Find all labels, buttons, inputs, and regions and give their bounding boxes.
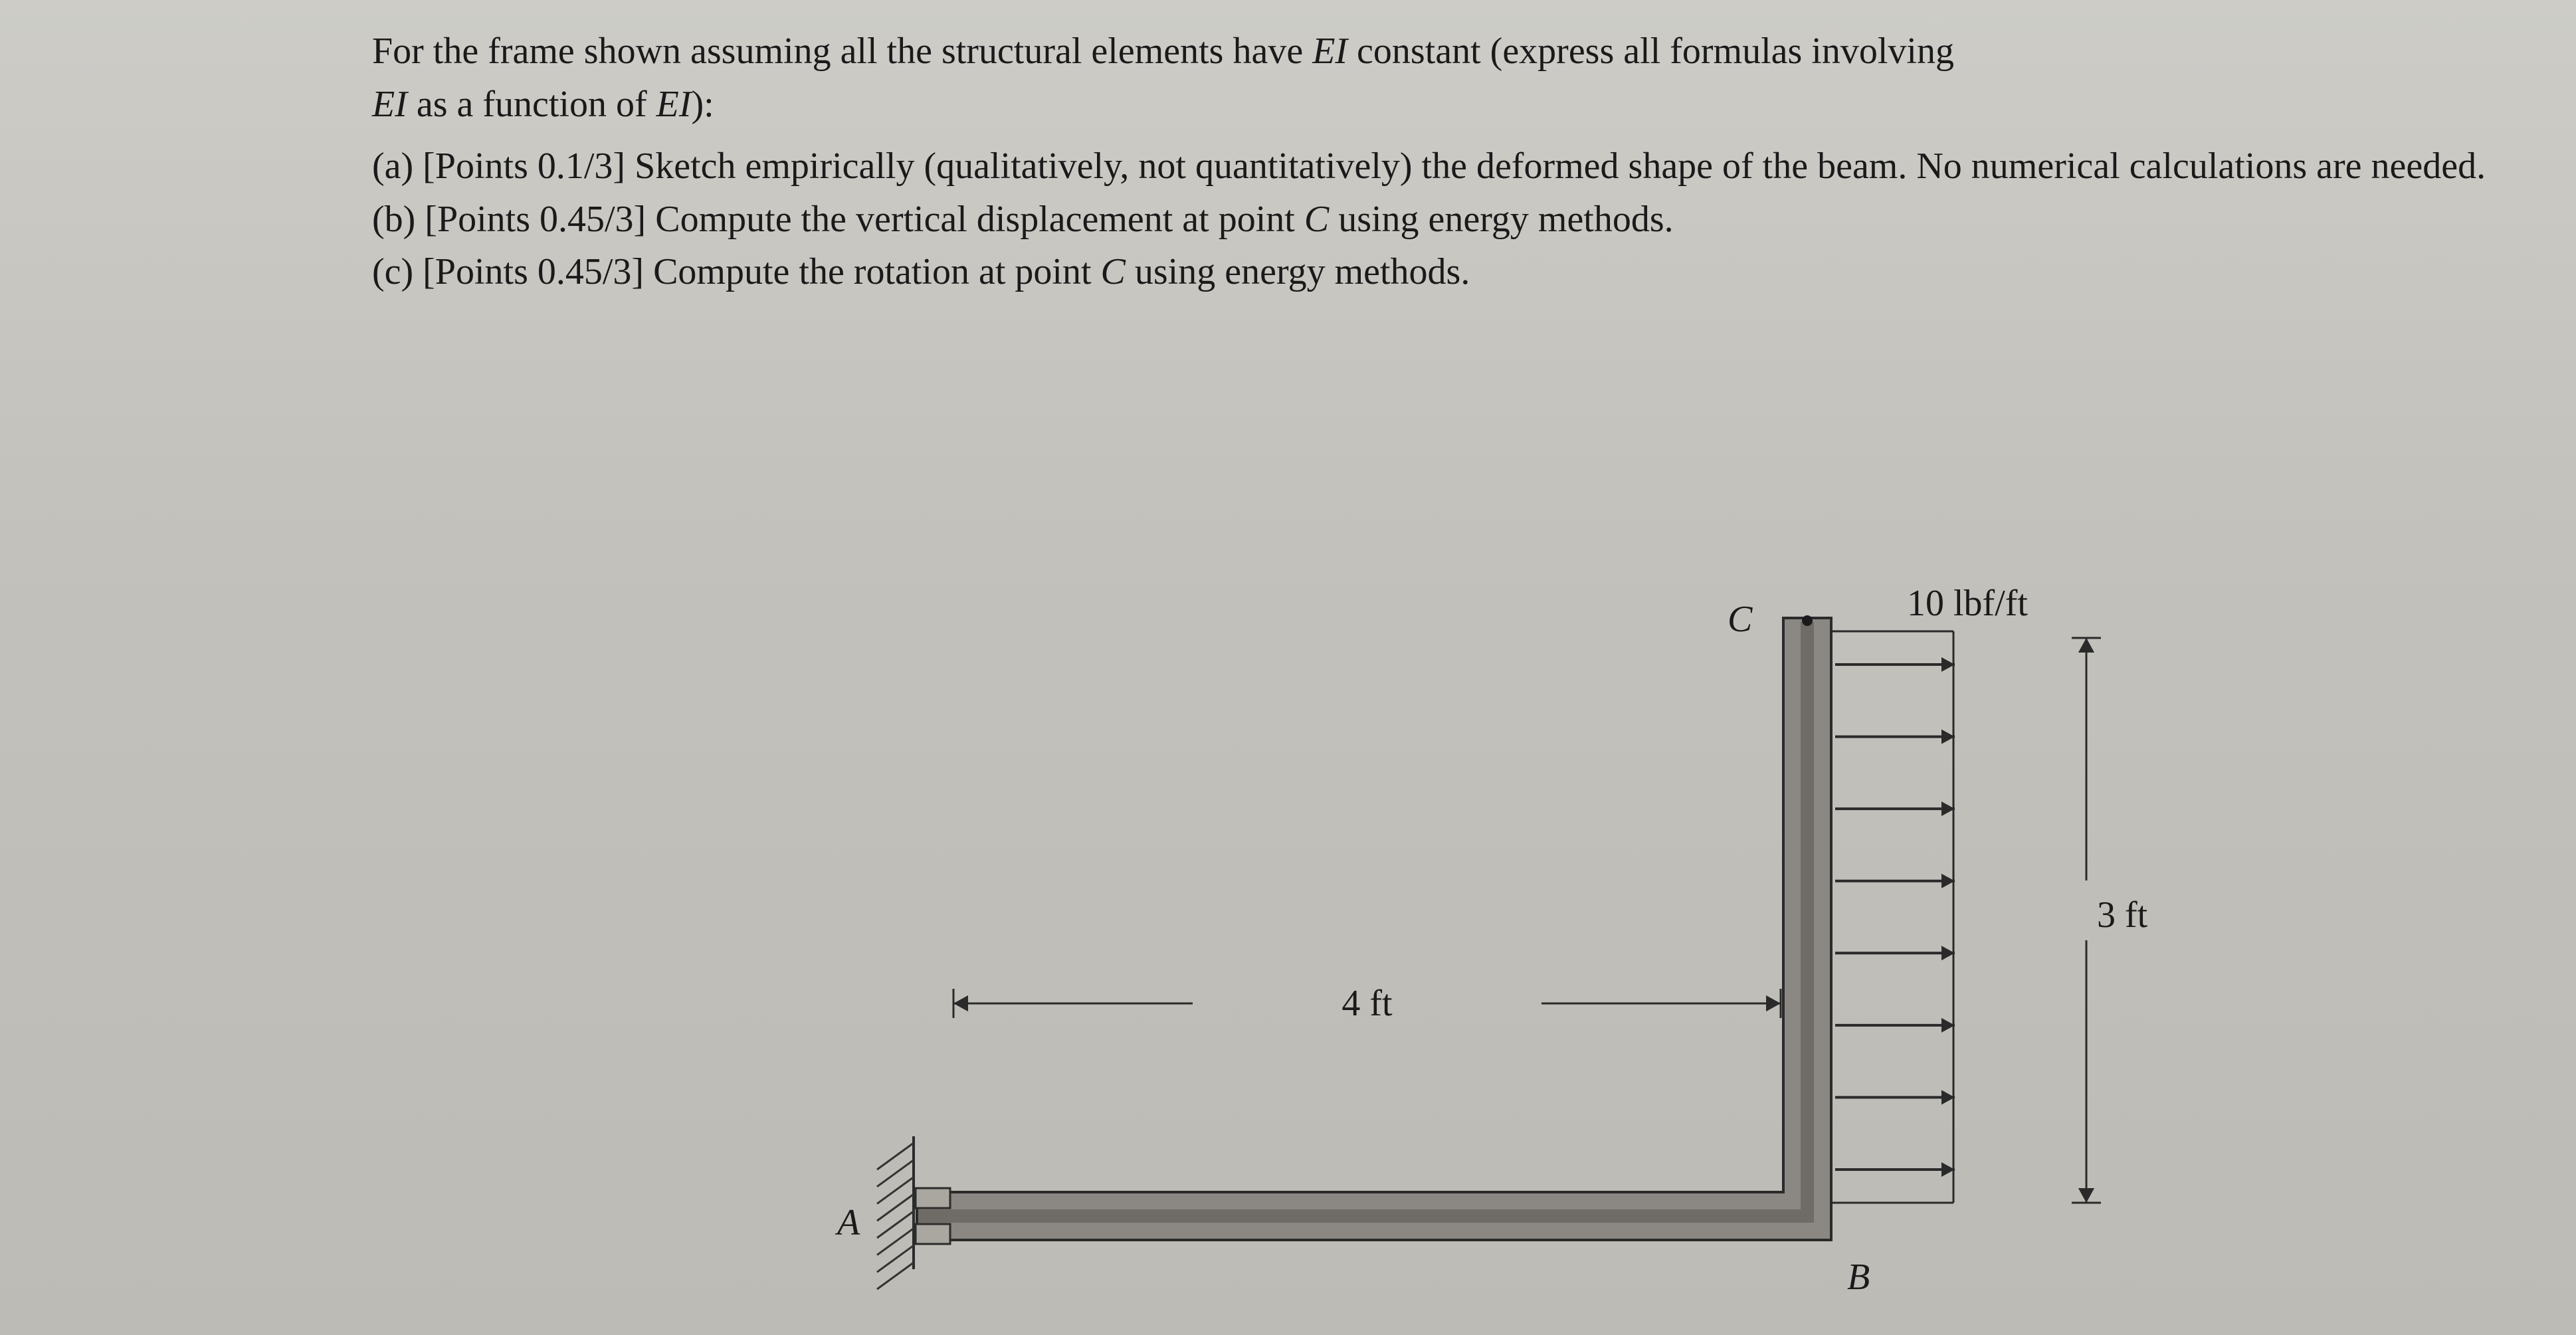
intro-line-2: EI as a function of EI): [372,80,2516,130]
ei-1: EI [1312,31,1347,72]
part-c-c: C [1101,251,1126,292]
part-b-body1: Compute the vertical displacement at poi… [655,199,1304,240]
intro-text-1: For the frame shown assuming all the str… [372,31,1312,72]
part-c-body1: Compute the rotation at point [653,251,1100,292]
intro-text-3c: ): [692,84,714,125]
part-a-body: Sketch empirically (qualitatively, not q… [635,146,2486,187]
svg-text:B: B [1847,1257,1870,1298]
part-b: (b) [Points 0.45/3] Compute the vertical… [372,195,2516,245]
part-b-body2: using energy methods. [1329,199,1673,240]
frame-figure: 4 ft 3 ft A B C 10 lbf/ft [784,578,2379,1322]
svg-text:A: A [835,1202,860,1243]
svg-text:C: C [1728,599,1753,640]
ei-3: EI [656,84,692,125]
part-b-prefix: (b) [Points 0.45/3] [372,199,655,240]
part-a-prefix: (a) [Points 0.1/3] [372,146,635,187]
part-c-body2: using energy methods. [1126,251,1470,292]
part-c-prefix: (c) [Points 0.45/3] [372,251,653,292]
page: For the frame shown assuming all the str… [0,0,2576,1335]
intro-text-2: constant (express all formulas involving [1347,31,1954,72]
intro-line-1: For the frame shown assuming all the str… [372,27,2516,77]
part-c: (c) [Points 0.45/3] Compute the rotation… [372,247,2516,298]
problem-statement: For the frame shown assuming all the str… [372,27,2516,298]
ei-2: EI [372,84,407,125]
intro-text-3b: as a function of [407,84,656,125]
part-a: (a) [Points 0.1/3] Sketch empirically (q… [372,142,2516,192]
svg-text:4 ft: 4 ft [1341,983,1393,1024]
frame-svg: 4 ft 3 ft A B C 10 lbf/ft [784,578,2379,1322]
svg-text:10 lbf/ft: 10 lbf/ft [1907,583,2028,624]
svg-text:3 ft: 3 ft [2097,894,2148,936]
part-b-c: C [1304,199,1329,240]
